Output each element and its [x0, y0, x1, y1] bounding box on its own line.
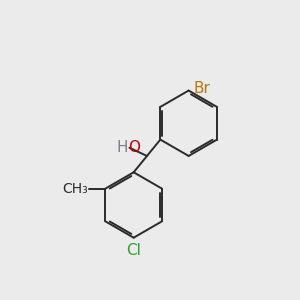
Text: H: H — [116, 140, 128, 155]
Text: Cl: Cl — [126, 243, 141, 258]
Text: CH₃: CH₃ — [62, 182, 88, 196]
Text: Br: Br — [194, 81, 211, 96]
Text: O: O — [128, 140, 140, 155]
